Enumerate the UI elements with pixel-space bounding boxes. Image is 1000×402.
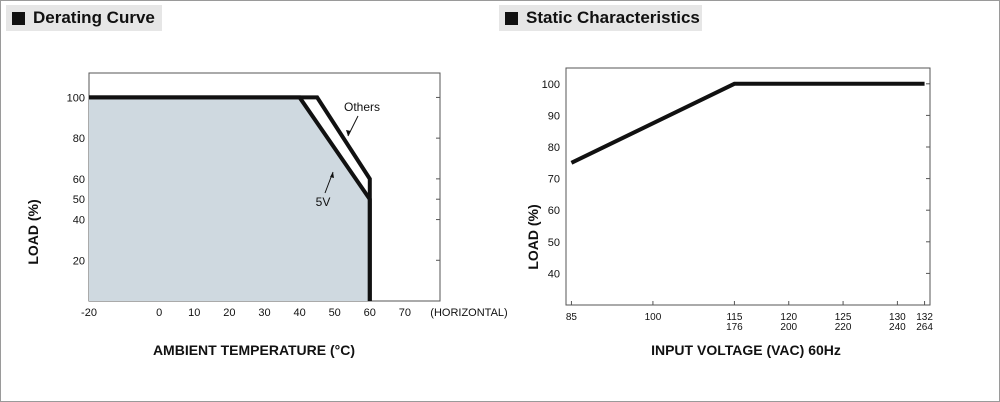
static-y-tick-label: 60 [548, 205, 560, 217]
annotation-5v-arrow [330, 172, 334, 178]
static-x-tick-label: 130 [889, 312, 906, 323]
static-series-line [570, 81, 925, 165]
derating-x-tick-label: 70 [399, 307, 411, 319]
static-y-tick-label: 90 [548, 110, 560, 122]
static-characteristics-title: Static Characteristics [526, 8, 700, 27]
derating-y-tick-label: 60 [73, 174, 85, 186]
static-y-tick-label: 50 [548, 237, 560, 249]
static-x-tick-label: 220 [835, 322, 852, 333]
annotation-others-arrow [346, 130, 351, 136]
static-y-tick-label: 40 [548, 268, 560, 280]
annotation-others: Others [344, 100, 380, 114]
derating-series-line-1 [89, 95, 372, 301]
derating-x-tick-label: 20 [223, 307, 235, 319]
static-plot-frame [565, 67, 931, 306]
static-y-tick-label: 100 [542, 79, 560, 91]
static-x-tick-label: 264 [916, 322, 933, 333]
derating-y-tick-label: 100 [67, 92, 85, 104]
derating-x-tick-label: 30 [258, 307, 270, 319]
static-y-tick-label: 80 [548, 142, 560, 154]
static-x-tick-label: 200 [780, 322, 797, 333]
derating-y-axis-title: LOAD (%) [25, 199, 41, 264]
static-characteristics-header: Static Characteristics [499, 5, 702, 31]
static-x-tick-label: 176 [726, 322, 743, 333]
derating-x-axis-title: AMBIENT TEMPERATURE (°C) [153, 342, 355, 358]
static-x-axis-title: INPUT VOLTAGE (VAC) 60Hz [651, 342, 841, 358]
derating-x-extra-label: (HORIZONTAL) [430, 307, 507, 319]
static-x-tick-label: 125 [835, 312, 852, 323]
static-x-tick-label: 132 [916, 312, 933, 323]
derating-x-tick-label: 10 [188, 307, 200, 319]
derating-y-tick-label: 20 [73, 255, 85, 267]
static-y-axis-title: LOAD (%) [525, 204, 541, 269]
static-y-tick-label: 70 [548, 174, 560, 186]
static-x-tick-label: 240 [889, 322, 906, 333]
derating-curve-title: Derating Curve [33, 8, 155, 27]
derating-x-tick-label: 50 [329, 307, 341, 319]
static-x-tick-label: 85 [566, 312, 578, 323]
derating-y-tick-label: 50 [73, 194, 85, 206]
static-x-tick-label: 100 [645, 312, 662, 323]
derating-x-tick-label: -20 [81, 307, 97, 319]
derating-x-tick-label: 0 [156, 307, 162, 319]
derating-x-tick-label: 40 [293, 307, 305, 319]
derating-fill-area [89, 97, 370, 301]
static-x-tick-label: 120 [780, 312, 797, 323]
square-bullet-icon [505, 11, 518, 25]
derating-y-tick-label: 40 [73, 215, 85, 227]
square-bullet-icon [12, 11, 25, 25]
annotation-5v: 5V [316, 195, 331, 209]
derating-x-tick-label: 60 [364, 307, 376, 319]
derating-curve-header: Derating Curve [6, 5, 162, 31]
derating-y-tick-label: 80 [73, 133, 85, 145]
static-x-tick-label: 115 [726, 312, 742, 323]
